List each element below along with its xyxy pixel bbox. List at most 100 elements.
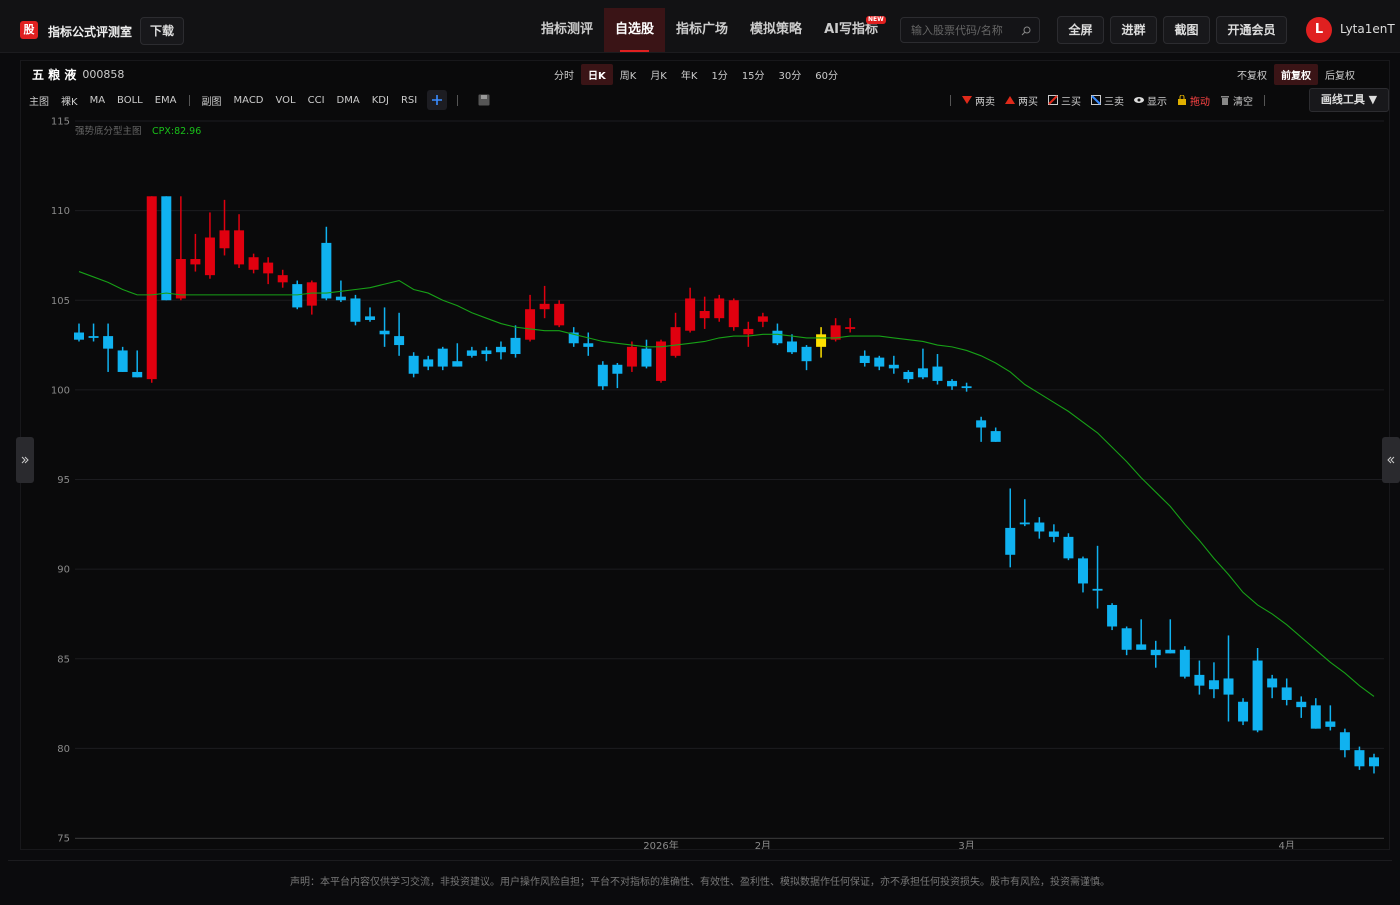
indicator-item[interactable]: BOLL [117, 94, 143, 106]
period-tab[interactable]: 月K [650, 70, 667, 82]
adjust-tab[interactable]: 不复权 [1237, 70, 1267, 82]
candle [132, 350, 143, 378]
candle-body [495, 346, 506, 353]
nav: 指标测评 自选股 指标广场 模拟策略 AI写指标 [530, 8, 889, 52]
draw-tools-button[interactable]: 画线工具 ▼ [1309, 88, 1389, 112]
nav-item[interactable]: AI写指标 [824, 22, 878, 37]
candle [103, 323, 114, 372]
tool-label: 三买 [1061, 96, 1081, 108]
download-button[interactable]: 下载 [140, 17, 184, 45]
indicator-item[interactable]: VOL [275, 94, 296, 106]
header-button[interactable]: 进群 [1110, 16, 1157, 44]
candle-body [132, 371, 143, 378]
x-tick-label: 2026年 [643, 839, 678, 849]
add-indicator[interactable] [427, 90, 448, 110]
y-tick-label: 85 [57, 654, 70, 665]
period-tab[interactable]: 周K [619, 70, 637, 82]
candle [277, 269, 288, 288]
candle-body [146, 196, 157, 380]
search-box[interactable]: 输入股票代码/名称 [900, 17, 1040, 43]
indicator-item[interactable]: MA [89, 94, 106, 106]
candle-body [743, 328, 754, 335]
candle-body [656, 341, 667, 381]
candle-body [1092, 588, 1103, 591]
candle [1310, 698, 1321, 729]
indicator-item[interactable]: DMA [336, 94, 360, 106]
candle-body [161, 196, 172, 301]
period-tab[interactable]: 1分 [711, 70, 728, 82]
nav-item[interactable]: 指标测评 [541, 22, 594, 37]
candle-body [874, 357, 885, 367]
header-button[interactable]: 截图 [1163, 16, 1210, 44]
adjust-tab[interactable]: 前复权 [1274, 63, 1318, 85]
period-tab[interactable]: 分时 [554, 70, 574, 82]
save-icon[interactable] [478, 94, 490, 106]
period-tab[interactable]: 年K [680, 70, 698, 82]
period-tab[interactable]: 日K [581, 63, 613, 85]
right-expand[interactable] [1382, 437, 1400, 483]
indicator-item[interactable]: CCI [307, 94, 325, 106]
candle [947, 379, 958, 390]
candle-body [990, 431, 1001, 442]
candle-body [234, 230, 245, 265]
tool-item[interactable]: 两买 [1000, 93, 1043, 108]
y-tick-label: 105 [51, 296, 70, 307]
tool-item[interactable]: 三卖 [1086, 93, 1129, 108]
candle-body [699, 311, 710, 319]
indicator-item[interactable]: 裸K [61, 96, 78, 108]
period-tab[interactable]: 30分 [778, 70, 802, 82]
indicator-item[interactable]: EMA [154, 94, 177, 106]
candle [452, 343, 463, 367]
candle-body [408, 355, 419, 374]
period-tab[interactable]: 15分 [741, 70, 765, 82]
indicator-item[interactable]: KDJ [371, 94, 389, 106]
header-button[interactable]: 全屏 [1057, 16, 1104, 44]
x-tick-label: 4月 [1279, 840, 1295, 849]
candle [350, 294, 361, 326]
avatar[interactable]: L [1306, 17, 1332, 43]
indicator-item[interactable]: RSI [400, 94, 418, 106]
candle-body [175, 259, 186, 299]
candle-body [1354, 750, 1365, 767]
candle-body [1339, 732, 1350, 751]
candle [1238, 698, 1249, 726]
tool-item[interactable]: 两卖 [957, 93, 1000, 108]
candle [1267, 674, 1278, 699]
tool-item[interactable]: 显示 [1129, 93, 1172, 108]
candle [365, 307, 376, 322]
x-tick-label: 3月 [958, 840, 974, 849]
app-name[interactable]: 指标公式评测室 [48, 25, 133, 39]
candle-body [670, 327, 681, 356]
nav-item[interactable]: 模拟策略 [750, 22, 803, 37]
candle [1296, 696, 1307, 718]
candle [888, 355, 899, 374]
left-collapse[interactable] [16, 437, 34, 483]
candle-body [1194, 674, 1205, 686]
candle-body [204, 237, 215, 276]
footer: 声明：本平台内容仅供学习交流，非投资建议。用户操作风险自担；平台不对指标的准确性… [8, 860, 1392, 901]
candle-body [1179, 649, 1190, 677]
stock-code: 000858 [82, 67, 125, 81]
tool-item[interactable]: 三买 [1043, 93, 1086, 108]
tool-item[interactable]: 清空 [1215, 93, 1258, 108]
adjust-tab[interactable]: 后复权 [1325, 70, 1355, 82]
candle [714, 294, 725, 322]
tool-item[interactable]: 拖动 [1172, 93, 1215, 108]
candle-body [1369, 757, 1379, 767]
candle [626, 341, 637, 372]
nav-item[interactable]: 指标广场 [676, 22, 729, 37]
candle-body [757, 316, 768, 322]
candle [1019, 499, 1030, 527]
nav-item[interactable]: 自选股 [604, 8, 666, 52]
tool-label: 两卖 [975, 96, 995, 108]
period-tab[interactable]: 60分 [815, 70, 839, 82]
header-button[interactable]: 开通会员 [1216, 16, 1287, 44]
logo[interactable]: 股 [20, 21, 38, 39]
candle-body [1005, 527, 1016, 555]
username[interactable]: Lyta1enT [1340, 22, 1395, 36]
y-tick-label: 110 [51, 206, 70, 217]
candle [1252, 647, 1263, 733]
indicator-item[interactable]: MACD [233, 94, 264, 106]
candle-body [568, 332, 579, 344]
candle [1077, 556, 1088, 593]
